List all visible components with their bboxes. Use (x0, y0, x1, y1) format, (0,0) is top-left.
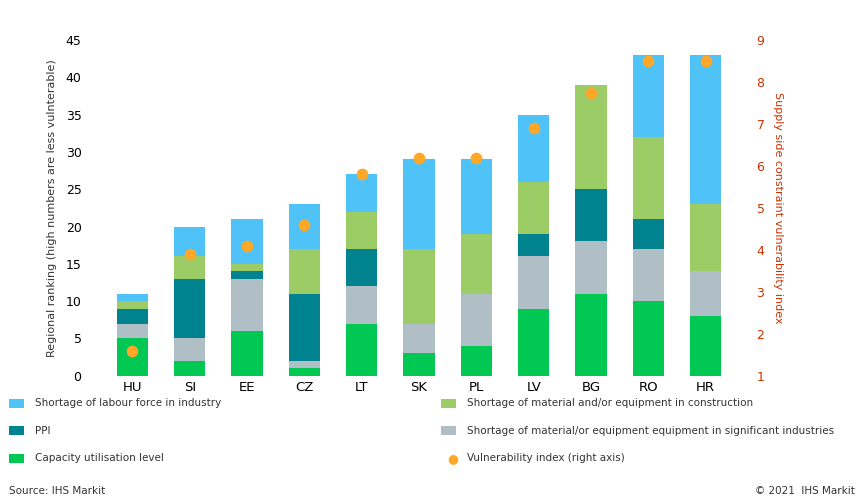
Bar (518, 309, 550, 376)
Bar (232, 264, 263, 272)
Bar (575, 189, 607, 241)
Bar (117, 324, 148, 339)
Bar (174, 279, 206, 339)
Bar (346, 249, 378, 286)
Y-axis label: Regional ranking (high numbers are less vulnterable): Regional ranking (high numbers are less … (48, 59, 57, 357)
Bar (346, 324, 378, 376)
Bar (632, 219, 664, 249)
Bar (461, 234, 492, 294)
Bar (174, 339, 206, 361)
Bar (632, 301, 664, 376)
Bar (632, 55, 664, 137)
Point (527, 124, 541, 132)
Text: PPI: PPI (35, 426, 50, 436)
Point (699, 57, 713, 65)
Bar (403, 324, 435, 353)
Bar (403, 249, 435, 324)
Bar (461, 294, 492, 346)
Point (240, 241, 254, 249)
Bar (575, 241, 607, 294)
Bar (232, 272, 263, 279)
Bar (518, 182, 550, 234)
Point (469, 154, 483, 162)
Bar (632, 249, 664, 301)
Bar (575, 294, 607, 376)
Bar (117, 294, 148, 301)
Text: © 2021  IHS Markit: © 2021 IHS Markit (755, 486, 855, 496)
Point (412, 154, 426, 162)
Bar (461, 159, 492, 234)
Text: ●: ● (448, 452, 458, 465)
Bar (632, 137, 664, 219)
Bar (289, 294, 321, 361)
Bar (461, 346, 492, 376)
Point (183, 250, 197, 258)
Bar (346, 286, 378, 324)
Text: Shortage of material/or equipment equipment in significant industries: Shortage of material/or equipment equipm… (467, 426, 834, 436)
Bar (403, 353, 435, 376)
Bar (518, 257, 550, 309)
Bar (174, 226, 206, 257)
Bar (690, 316, 721, 376)
Bar (174, 361, 206, 376)
Point (125, 347, 139, 355)
Bar (518, 115, 550, 182)
Bar (232, 219, 263, 264)
Bar (690, 55, 721, 204)
Bar (289, 361, 321, 368)
Bar (174, 257, 206, 279)
Point (355, 170, 369, 178)
Text: Shortage of labour force in industry: Shortage of labour force in industry (35, 398, 221, 408)
Bar (232, 279, 263, 331)
Bar (289, 249, 321, 294)
Y-axis label: Supply side constraint vulnerability index: Supply side constraint vulnerability ind… (773, 92, 783, 324)
Bar (575, 85, 607, 189)
Bar (690, 272, 721, 316)
Bar (117, 309, 148, 324)
Bar (289, 204, 321, 249)
Text: Capacity utilisation level: Capacity utilisation level (35, 453, 163, 463)
Point (297, 221, 311, 229)
Text: Shortage of material and/or equipment in construction: Shortage of material and/or equipment in… (467, 398, 753, 408)
Bar (518, 234, 550, 257)
Bar (289, 368, 321, 376)
Point (641, 57, 655, 65)
Bar (403, 159, 435, 249)
Point (584, 89, 598, 97)
Text: Vulnerability index (right axis): Vulnerability index (right axis) (467, 453, 625, 463)
Bar (232, 331, 263, 376)
Bar (346, 174, 378, 211)
Bar (117, 301, 148, 309)
Bar (346, 211, 378, 249)
Bar (690, 204, 721, 272)
Text: Chart 5: Hungary most vulnerable among CE11 countries: Chart 5: Hungary most vulnerable among C… (10, 14, 482, 29)
Text: Source: IHS Markit: Source: IHS Markit (9, 486, 105, 496)
Bar (117, 339, 148, 376)
